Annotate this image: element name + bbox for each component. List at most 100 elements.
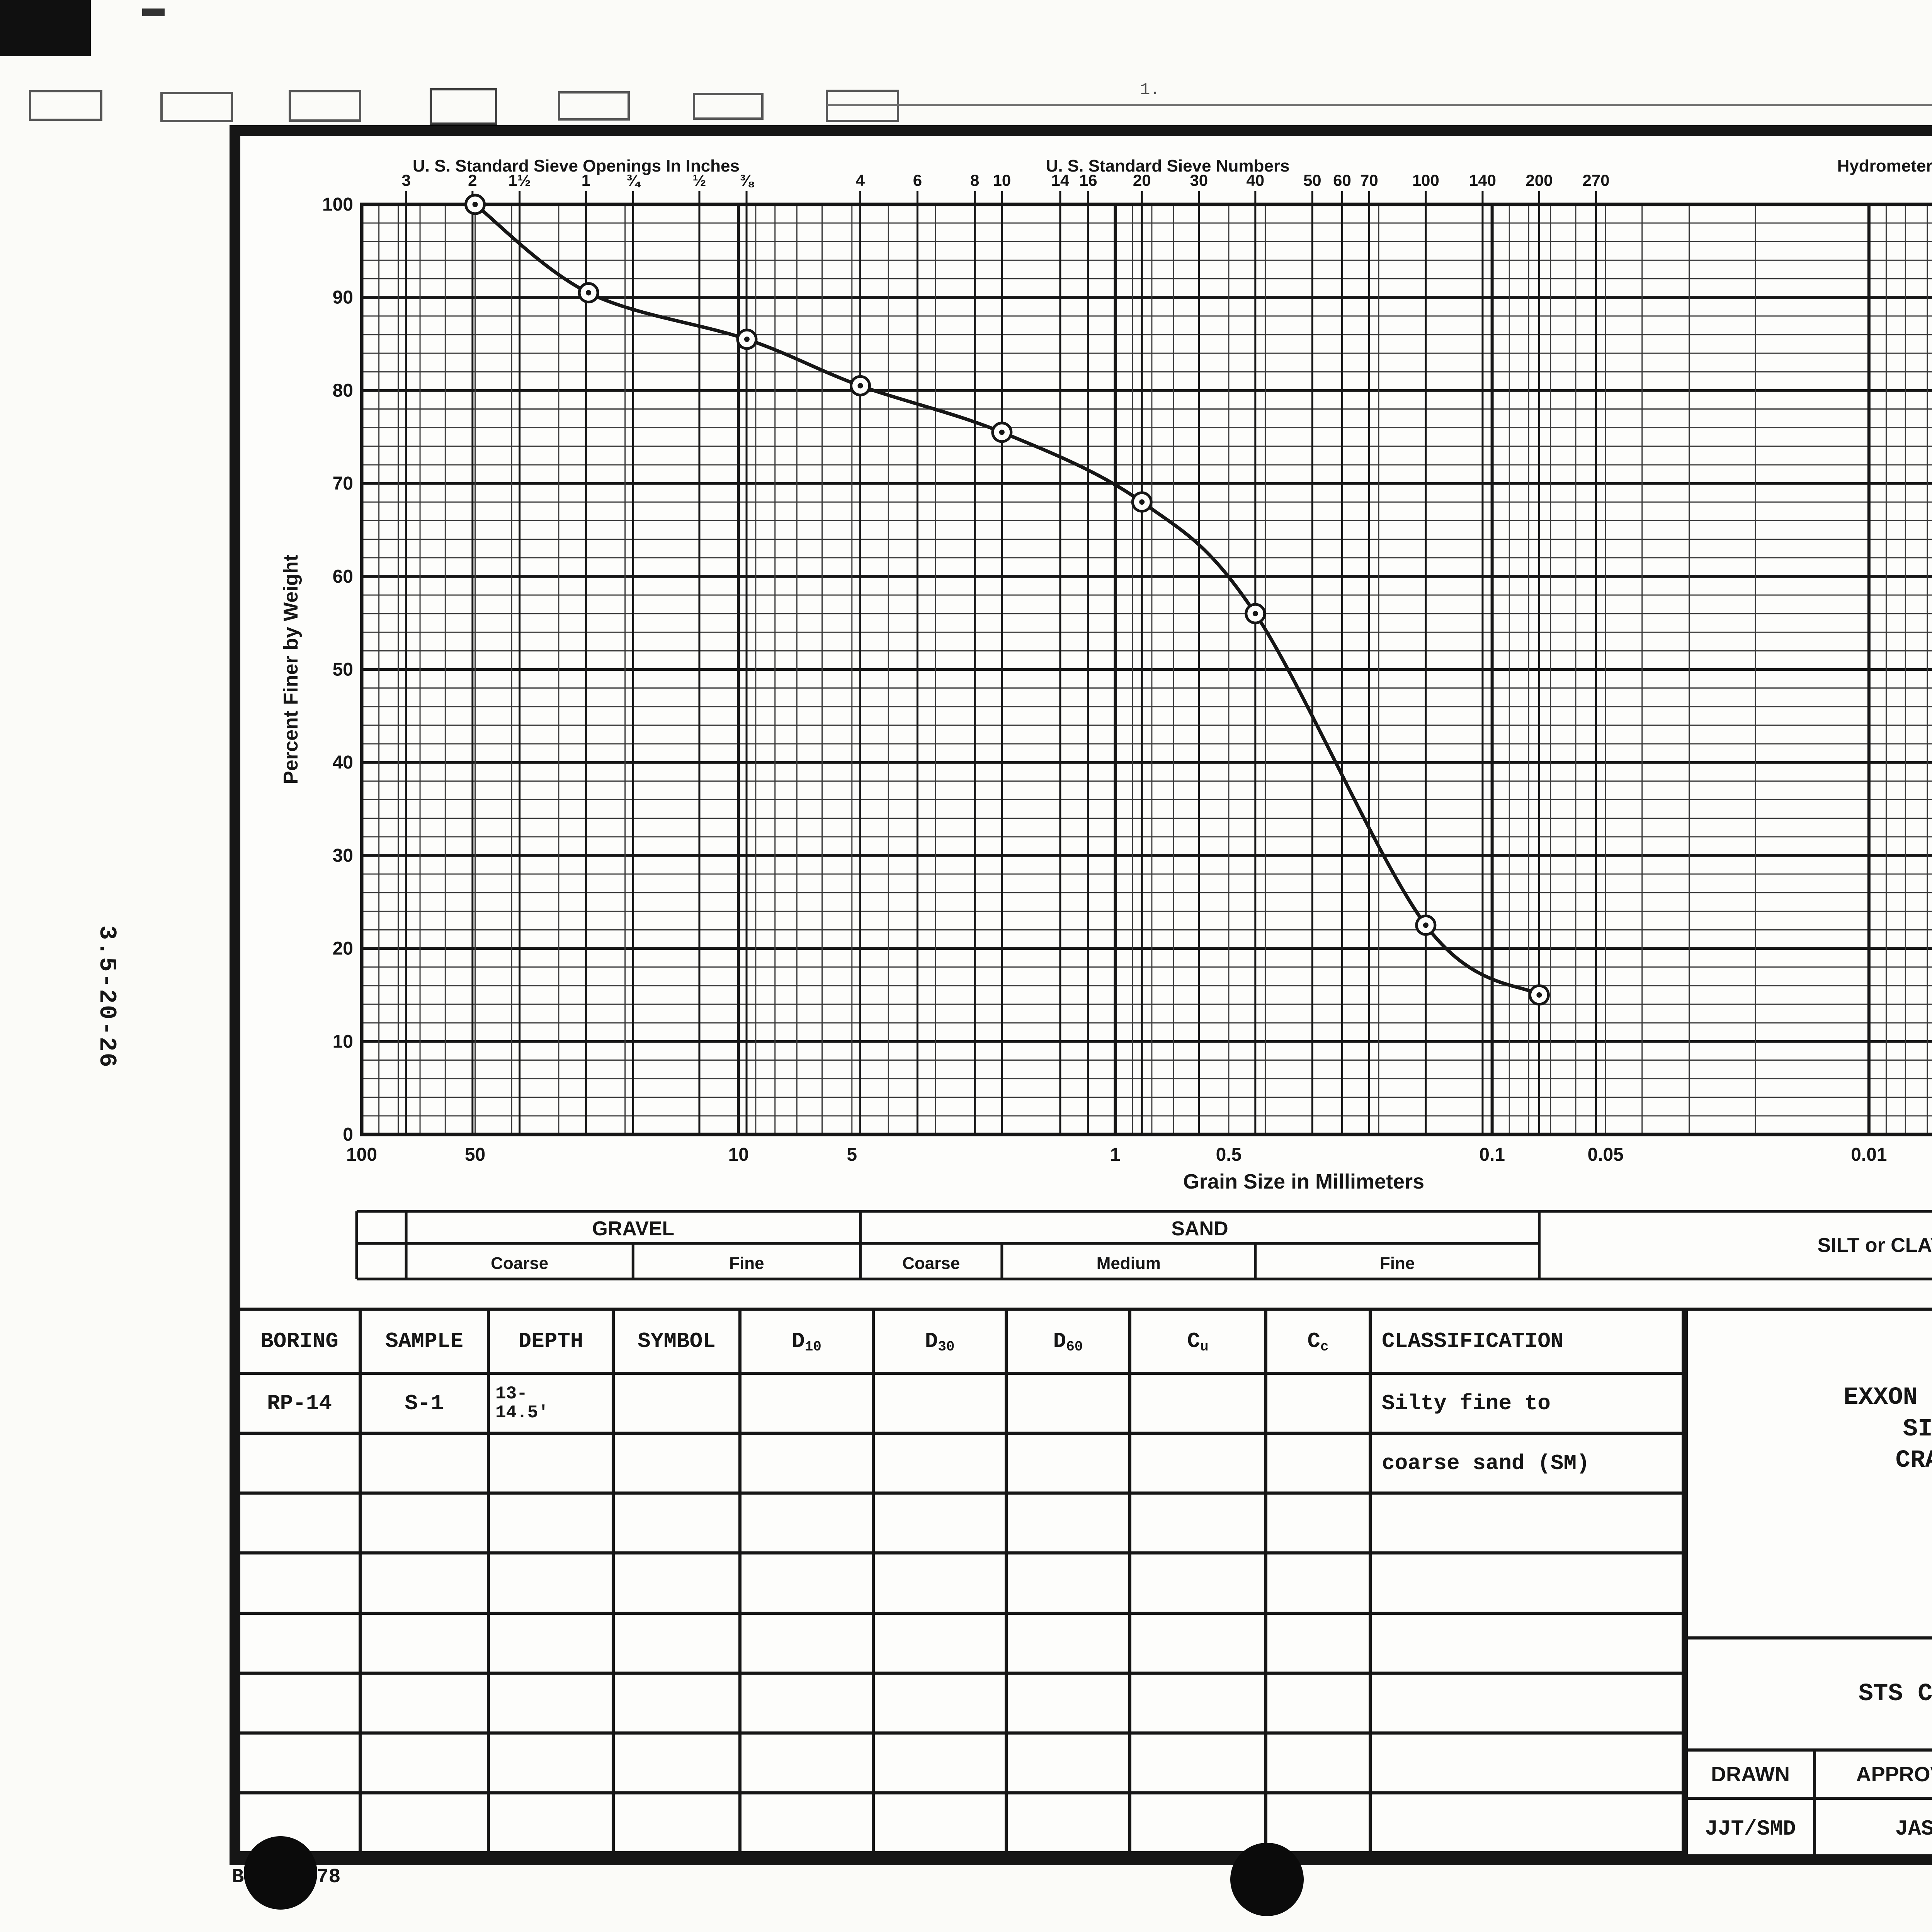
- table-cell: [615, 1435, 742, 1495]
- margin-archive-number: 3.5-20-26: [93, 925, 121, 1069]
- title-block-company: EXXON MINERALS COMPANY SIEVE ANALYSIS CR…: [1688, 1311, 1932, 1639]
- table-cell: [1008, 1614, 1131, 1675]
- svg-text:1: 1: [582, 171, 590, 189]
- svg-text:U. S. Standard Sieve Numbers: U. S. Standard Sieve Numbers: [1046, 156, 1290, 175]
- svg-text:20: 20: [1133, 171, 1151, 189]
- table-cell: 13- 14.5': [490, 1375, 615, 1435]
- table-cell: Silty fine to: [1372, 1375, 1685, 1435]
- scan-artifact-box: [558, 91, 630, 121]
- scan-artifact-box: [160, 92, 233, 122]
- svg-text:50: 50: [333, 660, 353, 680]
- table-cell: [875, 1375, 1008, 1435]
- svg-text:50: 50: [465, 1145, 485, 1165]
- svg-text:1½: 1½: [508, 171, 531, 189]
- table-cell: [742, 1674, 875, 1735]
- table-cell: [490, 1435, 615, 1495]
- scan-artifact-line: [827, 104, 1932, 106]
- svg-text:20: 20: [333, 939, 353, 959]
- svg-text:10: 10: [728, 1145, 749, 1165]
- table-cell: [1008, 1495, 1131, 1555]
- svg-text:5: 5: [847, 1145, 857, 1165]
- table-cell: [615, 1614, 742, 1675]
- table-cell: [1131, 1554, 1267, 1615]
- table-cell: [742, 1495, 875, 1555]
- company-line-2: SIEVE ANALYSIS: [1903, 1415, 1932, 1443]
- table-cell: [1267, 1554, 1372, 1615]
- table-cell: [490, 1794, 615, 1854]
- svg-text:200: 200: [1526, 171, 1553, 189]
- svg-text:140: 140: [1469, 171, 1496, 189]
- table-cell: [240, 1554, 362, 1615]
- svg-text:Grain Size in Millimeters: Grain Size in Millimeters: [1183, 1170, 1424, 1193]
- field-value-drawn: JJT/SMD: [1688, 1800, 1816, 1857]
- table-cell: [362, 1674, 490, 1735]
- table-cell: [615, 1375, 742, 1435]
- title-block-field-values: JJT/SMD JAS 3-24-84 12059: [1688, 1800, 1932, 1857]
- table-cell: [1008, 1435, 1131, 1495]
- table-cell: [1372, 1614, 1685, 1675]
- scan-artifact-box: [430, 88, 497, 125]
- table-cell: [490, 1674, 615, 1735]
- table-cell: [875, 1435, 1008, 1495]
- table-cell: [615, 1734, 742, 1794]
- table-header-sample: SAMPLE: [362, 1311, 490, 1375]
- svg-text:3: 3: [401, 171, 410, 189]
- table-cell: [1267, 1794, 1372, 1854]
- form-frame: 3 2 1½ 1 ¾ ½ ⅜ 4 6 8 10 14 16 20 30 40 50 60 70 100 140 200 27…: [230, 125, 1932, 1865]
- table-cell: [240, 1734, 362, 1794]
- table-cell: [615, 1674, 742, 1735]
- svg-text:Hydrometer: Hydrometer: [1837, 156, 1932, 175]
- table-cell: [1008, 1674, 1131, 1735]
- svg-text:70: 70: [333, 473, 353, 494]
- table-cell: [1267, 1495, 1372, 1555]
- scan-artifact-dash: [142, 9, 165, 16]
- table-cell: [1008, 1554, 1131, 1615]
- consultant-name: STS CONSULTANTS LTD.: [1688, 1639, 1932, 1752]
- svg-text:Fine: Fine: [1380, 1254, 1415, 1273]
- svg-text:100: 100: [1412, 171, 1439, 189]
- table-cell: [875, 1794, 1008, 1854]
- title-block: EXXON MINERALS COMPANY SIEVE ANALYSIS CR…: [1685, 1308, 1932, 1857]
- field-value-approved: JAS: [1816, 1800, 1932, 1857]
- svg-text:270: 270: [1582, 171, 1609, 189]
- svg-text:60: 60: [1333, 171, 1351, 189]
- svg-text:40: 40: [333, 752, 353, 773]
- svg-text:⅜: ⅜: [740, 171, 755, 189]
- table-cell: [1131, 1495, 1267, 1555]
- table-cell: [1372, 1794, 1685, 1854]
- title-block-field-labels: DRAWN APPROVED DATE JOB No.: [1688, 1752, 1932, 1800]
- table-cell: [742, 1375, 875, 1435]
- table-header-d30: D 30: [875, 1311, 1008, 1375]
- svg-text:6: 6: [913, 171, 922, 189]
- table-header-symbol: SYMBOL: [615, 1311, 742, 1375]
- svg-text:30: 30: [333, 845, 353, 866]
- svg-text:Fine: Fine: [729, 1254, 764, 1273]
- svg-text:SILT or CLAY: SILT or CLAY: [1817, 1234, 1932, 1257]
- table-cell: [1372, 1495, 1685, 1555]
- svg-text:10: 10: [993, 171, 1011, 189]
- table-cell: [240, 1614, 362, 1675]
- company-line-3: CRANDON PROJECT: [1895, 1447, 1932, 1475]
- svg-text:50: 50: [1303, 171, 1321, 189]
- table-cell: [362, 1495, 490, 1555]
- svg-text:2: 2: [468, 171, 477, 189]
- table-header-boring: BORING: [240, 1311, 362, 1375]
- table-cell: [875, 1614, 1008, 1675]
- table-cell: [1267, 1614, 1372, 1675]
- svg-text:100: 100: [346, 1145, 377, 1165]
- scan-artifact-mark: 1.: [1140, 80, 1160, 100]
- table-cell: coarse sand (SM): [1372, 1435, 1685, 1495]
- table-cell: [742, 1794, 875, 1854]
- table-cell: [875, 1554, 1008, 1615]
- table-cell: [240, 1674, 362, 1735]
- table-cell: [1131, 1375, 1267, 1435]
- scan-artifact-box: [693, 93, 764, 120]
- table-cell: [742, 1614, 875, 1675]
- svg-text:Coarse: Coarse: [902, 1254, 960, 1273]
- table-cell: [362, 1794, 490, 1854]
- table-cell: [1131, 1794, 1267, 1854]
